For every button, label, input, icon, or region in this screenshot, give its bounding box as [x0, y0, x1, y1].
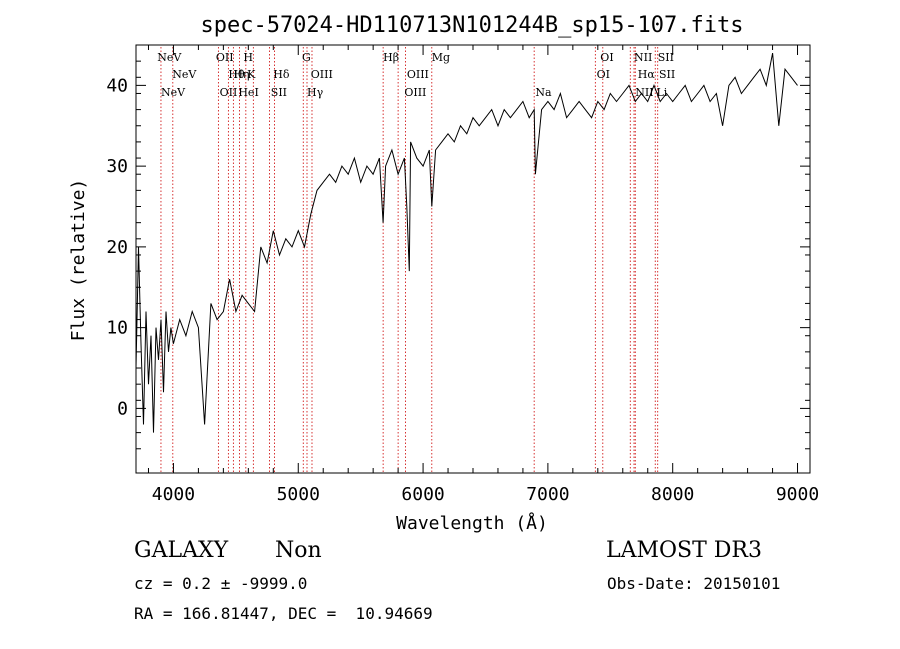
x-tick-label-2: 6000 [401, 484, 444, 505]
line-label-lines_top-8: SII [658, 51, 674, 64]
line-label-lines_mid-3: K [247, 68, 256, 81]
line-label-lines_mid-0: NeV [172, 68, 197, 81]
line-label-lines_mid-7: OI [597, 68, 610, 81]
y-tick-label-0: 0 [117, 398, 128, 419]
line-label-lines_top-6: OI [600, 51, 613, 64]
x-tick-label-4: 8000 [651, 484, 694, 505]
line-label-lines_low-3: SII [271, 86, 287, 99]
line-label-lines_mid-5: OIII [311, 68, 333, 81]
line-label-lines_low-1: OII [220, 86, 238, 99]
plot-frame [135, 44, 811, 474]
line-label-lines_top-2: H [243, 51, 253, 64]
y-tick-label-2: 20 [106, 237, 128, 258]
y-tick-label-4: 40 [106, 75, 128, 96]
x-tick-label-5: 9000 [776, 484, 819, 505]
line-label-lines_low-4: Hγ [307, 86, 324, 99]
line-label-lines_top-0: NeV [157, 51, 182, 64]
line-label-lines_mid-8: Hα [638, 68, 656, 81]
line-label-lines_top-1: OII [216, 51, 234, 64]
line-label-lines_low-5: OIII [404, 86, 426, 99]
line-label-lines_mid-1: Hη [233, 68, 249, 81]
line-label-lines_top-7: NII [634, 51, 652, 64]
x-tick-label-1: 5000 [277, 484, 320, 505]
line-label-lines_low-2: HeI [238, 86, 258, 99]
line-label-lines_mid-9: SII [659, 68, 675, 81]
line-label-lines_mid-2: Hθ [228, 68, 245, 81]
line-label-lines_low-0: NeV [161, 86, 186, 99]
line-label-lines_low-6: Na [535, 86, 552, 99]
survey-name: LAMOST DR3 [606, 538, 762, 563]
redshift-cz: cz = 0.2 ± -9999.0 [134, 574, 308, 593]
x-axis-label: Wavelength (Å) [396, 512, 548, 534]
axis-ticks: 4000 5000 6000 7000 8000 9000 0 10 20 30 40 [106, 44, 819, 505]
ra-dec-coordinates: RA = 166.81447, DEC = 10.94669 [134, 604, 433, 623]
line-label-lines_top-5: Mg [432, 51, 450, 64]
object-class: GALAXY [134, 538, 229, 563]
chart-title: spec-57024-HD110713N101244B_sp15-107.fit… [200, 13, 743, 38]
y-tick-label-3: 30 [106, 156, 128, 177]
line-label-lines_low-8: Li [656, 86, 667, 99]
spectrum-series-line [135, 53, 798, 433]
line-label-lines_top-3: G [302, 51, 311, 64]
y-tick-label-1: 10 [106, 318, 128, 339]
observation-date: Obs-Date: 20150101 [607, 574, 781, 593]
x-tick-label-0: 4000 [152, 484, 195, 505]
line-label-lines_mid-6: OIII [407, 68, 429, 81]
y-axis-label: Flux (relative) [68, 179, 89, 342]
emission-line-markers [160, 47, 659, 473]
x-tick-label-3: 7000 [526, 484, 569, 505]
line-label-lines_top-4: Hβ [383, 51, 399, 64]
object-subclass: Non [275, 538, 322, 563]
line-label-lines_mid-4: Hδ [273, 68, 290, 81]
